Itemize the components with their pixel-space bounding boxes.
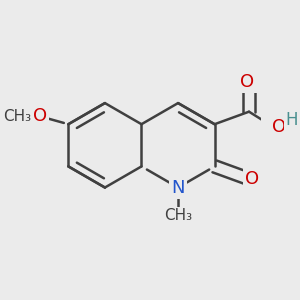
Text: CH₃: CH₃ (164, 208, 192, 223)
Text: H: H (285, 110, 298, 128)
Text: O: O (33, 107, 47, 125)
Text: O: O (245, 170, 259, 188)
Text: N: N (171, 178, 185, 196)
Text: O: O (240, 73, 254, 91)
Text: CH₃: CH₃ (3, 109, 31, 124)
Text: O: O (272, 118, 286, 136)
